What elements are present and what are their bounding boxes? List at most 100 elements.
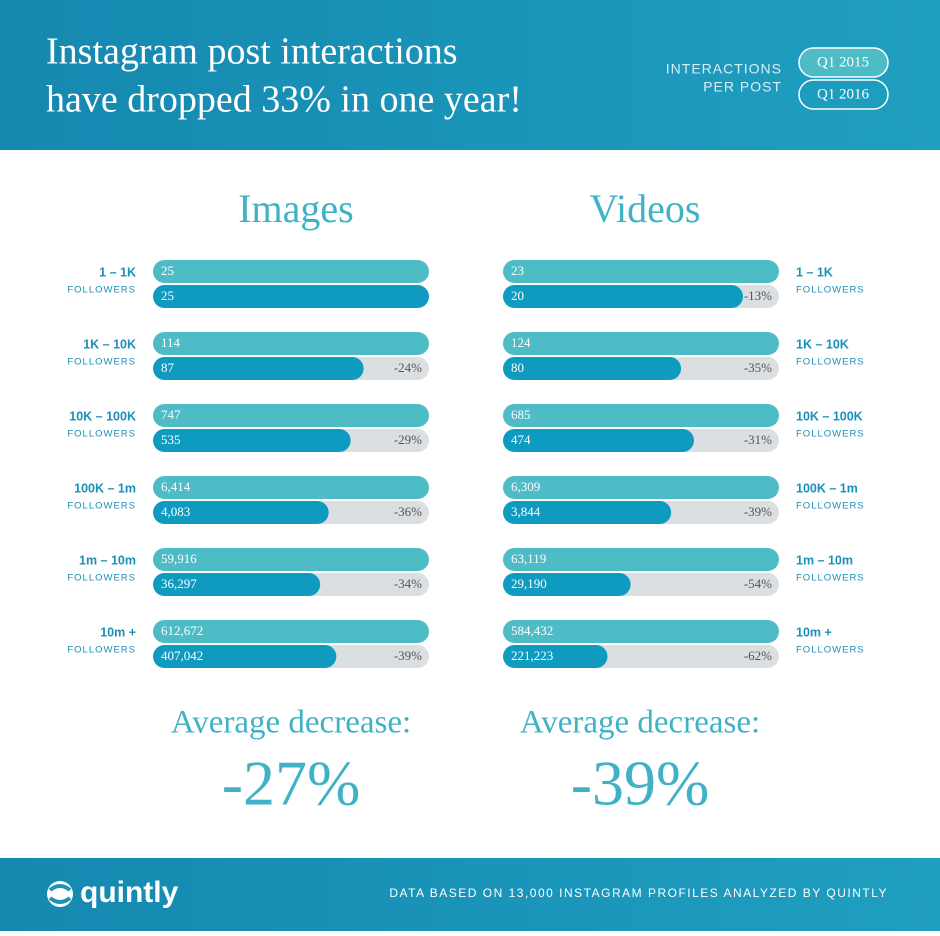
- value-label: 25: [161, 263, 174, 278]
- category-sublabel: FOLLOWERS: [796, 573, 865, 584]
- change-label: -62%: [744, 648, 772, 663]
- value-label: 87: [161, 360, 175, 375]
- value-label: 124: [511, 335, 531, 350]
- bar: [153, 645, 337, 668]
- bar: [503, 476, 779, 499]
- category-label: 1 – 1K: [99, 265, 136, 279]
- logo-text: quintly: [80, 876, 179, 909]
- value-label: 114: [161, 335, 181, 350]
- summary-label: Average decrease:: [171, 705, 411, 741]
- value-label: 4,083: [161, 504, 190, 519]
- category-sublabel: FOLLOWERS: [67, 429, 136, 440]
- value-label: 23: [511, 263, 524, 278]
- bar: [153, 332, 429, 355]
- value-label: 474: [511, 432, 531, 447]
- bar: [503, 645, 608, 668]
- bar: [153, 501, 329, 524]
- value-label: 685: [511, 407, 531, 422]
- value-label: 3,844: [511, 504, 541, 519]
- legend-label: PER POST: [703, 79, 782, 95]
- category-sublabel: FOLLOWERS: [67, 285, 136, 296]
- category-sublabel: FOLLOWERS: [796, 645, 865, 656]
- bar: [503, 620, 779, 643]
- value-label: 80: [511, 360, 524, 375]
- category-sublabel: FOLLOWERS: [67, 573, 136, 584]
- value-label: 63,119: [511, 551, 546, 566]
- bar: [153, 285, 429, 308]
- category-label: 100K – 1m: [796, 481, 858, 495]
- header-band: [0, 0, 940, 150]
- change-label: -35%: [744, 360, 772, 375]
- bar: [503, 501, 672, 524]
- category-label: 1 – 1K: [796, 265, 833, 279]
- bar: [503, 285, 743, 308]
- bar: [153, 404, 429, 427]
- change-label: -39%: [394, 648, 422, 663]
- logo: quintly: [47, 876, 179, 909]
- value-label: 747: [161, 407, 181, 422]
- change-label: -29%: [394, 432, 422, 447]
- summary-value: -39%: [571, 748, 710, 819]
- bar: [503, 404, 779, 427]
- footer-note: DATA BASED ON 13,000 INSTAGRAM PROFILES …: [389, 886, 888, 900]
- bar: [153, 429, 351, 452]
- category-label: 1K – 10K: [796, 337, 849, 351]
- change-label: -31%: [744, 432, 772, 447]
- value-label: 29,190: [511, 576, 547, 591]
- legend-pill: [798, 47, 889, 78]
- change-label: -39%: [744, 504, 772, 519]
- footer-band: [0, 858, 940, 931]
- change-label: -36%: [394, 504, 422, 519]
- bar: [503, 429, 694, 452]
- category-label: 1m – 10m: [796, 553, 853, 567]
- bar: [503, 332, 779, 355]
- category-sublabel: FOLLOWERS: [67, 357, 136, 368]
- bar: [153, 357, 364, 380]
- bar: [153, 548, 429, 571]
- value-label: 535: [161, 432, 181, 447]
- value-label: 25: [161, 288, 174, 303]
- value-label: 6,414: [161, 479, 191, 494]
- bar: [153, 260, 429, 283]
- category-sublabel: FOLLOWERS: [796, 357, 865, 368]
- value-label: 221,223: [511, 648, 553, 663]
- category-label: 10K – 100K: [796, 409, 863, 423]
- category-label: 10m +: [796, 625, 832, 639]
- category-label: 10K – 100K: [69, 409, 136, 423]
- legend-pill: [798, 79, 889, 110]
- chart-title: Images: [238, 186, 354, 231]
- legend-label: INTERACTIONS: [666, 61, 782, 77]
- change-label: -54%: [744, 576, 772, 591]
- value-label: 612,672: [161, 623, 203, 638]
- change-label: -34%: [394, 576, 422, 591]
- category-sublabel: FOLLOWERS: [796, 429, 865, 440]
- title-line: have dropped 33% in one year!: [46, 79, 522, 121]
- category-sublabel: FOLLOWERS: [796, 501, 865, 512]
- category-label: 1m – 10m: [79, 553, 136, 567]
- value-label: 59,916: [161, 551, 197, 566]
- category-label: 1K – 10K: [83, 337, 136, 351]
- value-label: 36,297: [161, 576, 197, 591]
- title-line: Instagram post interactions: [46, 31, 458, 73]
- value-label: 584,432: [511, 623, 553, 638]
- bar: [503, 573, 631, 596]
- bar: [503, 260, 779, 283]
- change-label: -13%: [744, 288, 772, 303]
- category-sublabel: FOLLOWERS: [796, 285, 865, 296]
- change-label: -24%: [394, 360, 422, 375]
- summary-value: -27%: [222, 748, 361, 819]
- summary-label: Average decrease:: [520, 705, 760, 741]
- legend-entry: Q1 2016: [817, 86, 870, 102]
- value-label: 6,309: [511, 479, 540, 494]
- bar: [503, 548, 779, 571]
- category-label: 10m +: [100, 625, 136, 639]
- category-sublabel: FOLLOWERS: [67, 501, 136, 512]
- chart-title: Videos: [590, 186, 701, 231]
- category-label: 100K – 1m: [74, 481, 136, 495]
- legend-entry: Q1 2015: [817, 54, 869, 70]
- logo-icon-mark: [48, 884, 72, 904]
- bar: [153, 620, 429, 643]
- value-label: 20: [511, 288, 524, 303]
- bar: [153, 573, 321, 596]
